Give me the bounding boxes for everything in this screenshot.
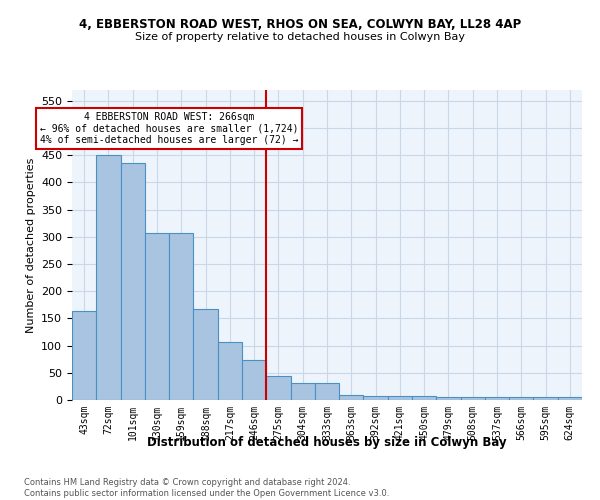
Bar [145, 233, 169, 400]
Bar [509, 398, 533, 400]
Bar [290, 382, 315, 400]
Bar [485, 398, 509, 400]
Bar [461, 398, 485, 400]
Bar [72, 311, 96, 400]
Bar [242, 360, 266, 400]
Bar [121, 163, 145, 400]
Bar [169, 233, 193, 400]
Bar [339, 394, 364, 400]
Text: Size of property relative to detached houses in Colwyn Bay: Size of property relative to detached ho… [135, 32, 465, 42]
Bar [533, 398, 558, 400]
Text: Distribution of detached houses by size in Colwyn Bay: Distribution of detached houses by size … [147, 436, 507, 449]
Text: 4, EBBERSTON ROAD WEST, RHOS ON SEA, COLWYN BAY, LL28 4AP: 4, EBBERSTON ROAD WEST, RHOS ON SEA, COL… [79, 18, 521, 30]
Bar [388, 396, 412, 400]
Bar [558, 398, 582, 400]
Y-axis label: Number of detached properties: Number of detached properties [26, 158, 35, 332]
Bar [266, 376, 290, 400]
Bar [412, 396, 436, 400]
Text: Contains HM Land Registry data © Crown copyright and database right 2024.
Contai: Contains HM Land Registry data © Crown c… [24, 478, 389, 498]
Text: 4 EBBERSTON ROAD WEST: 266sqm
← 96% of detached houses are smaller (1,724)
4% of: 4 EBBERSTON ROAD WEST: 266sqm ← 96% of d… [40, 112, 298, 145]
Bar [364, 396, 388, 400]
Bar [315, 382, 339, 400]
Bar [96, 156, 121, 400]
Bar [436, 398, 461, 400]
Bar [193, 309, 218, 400]
Bar [218, 342, 242, 400]
